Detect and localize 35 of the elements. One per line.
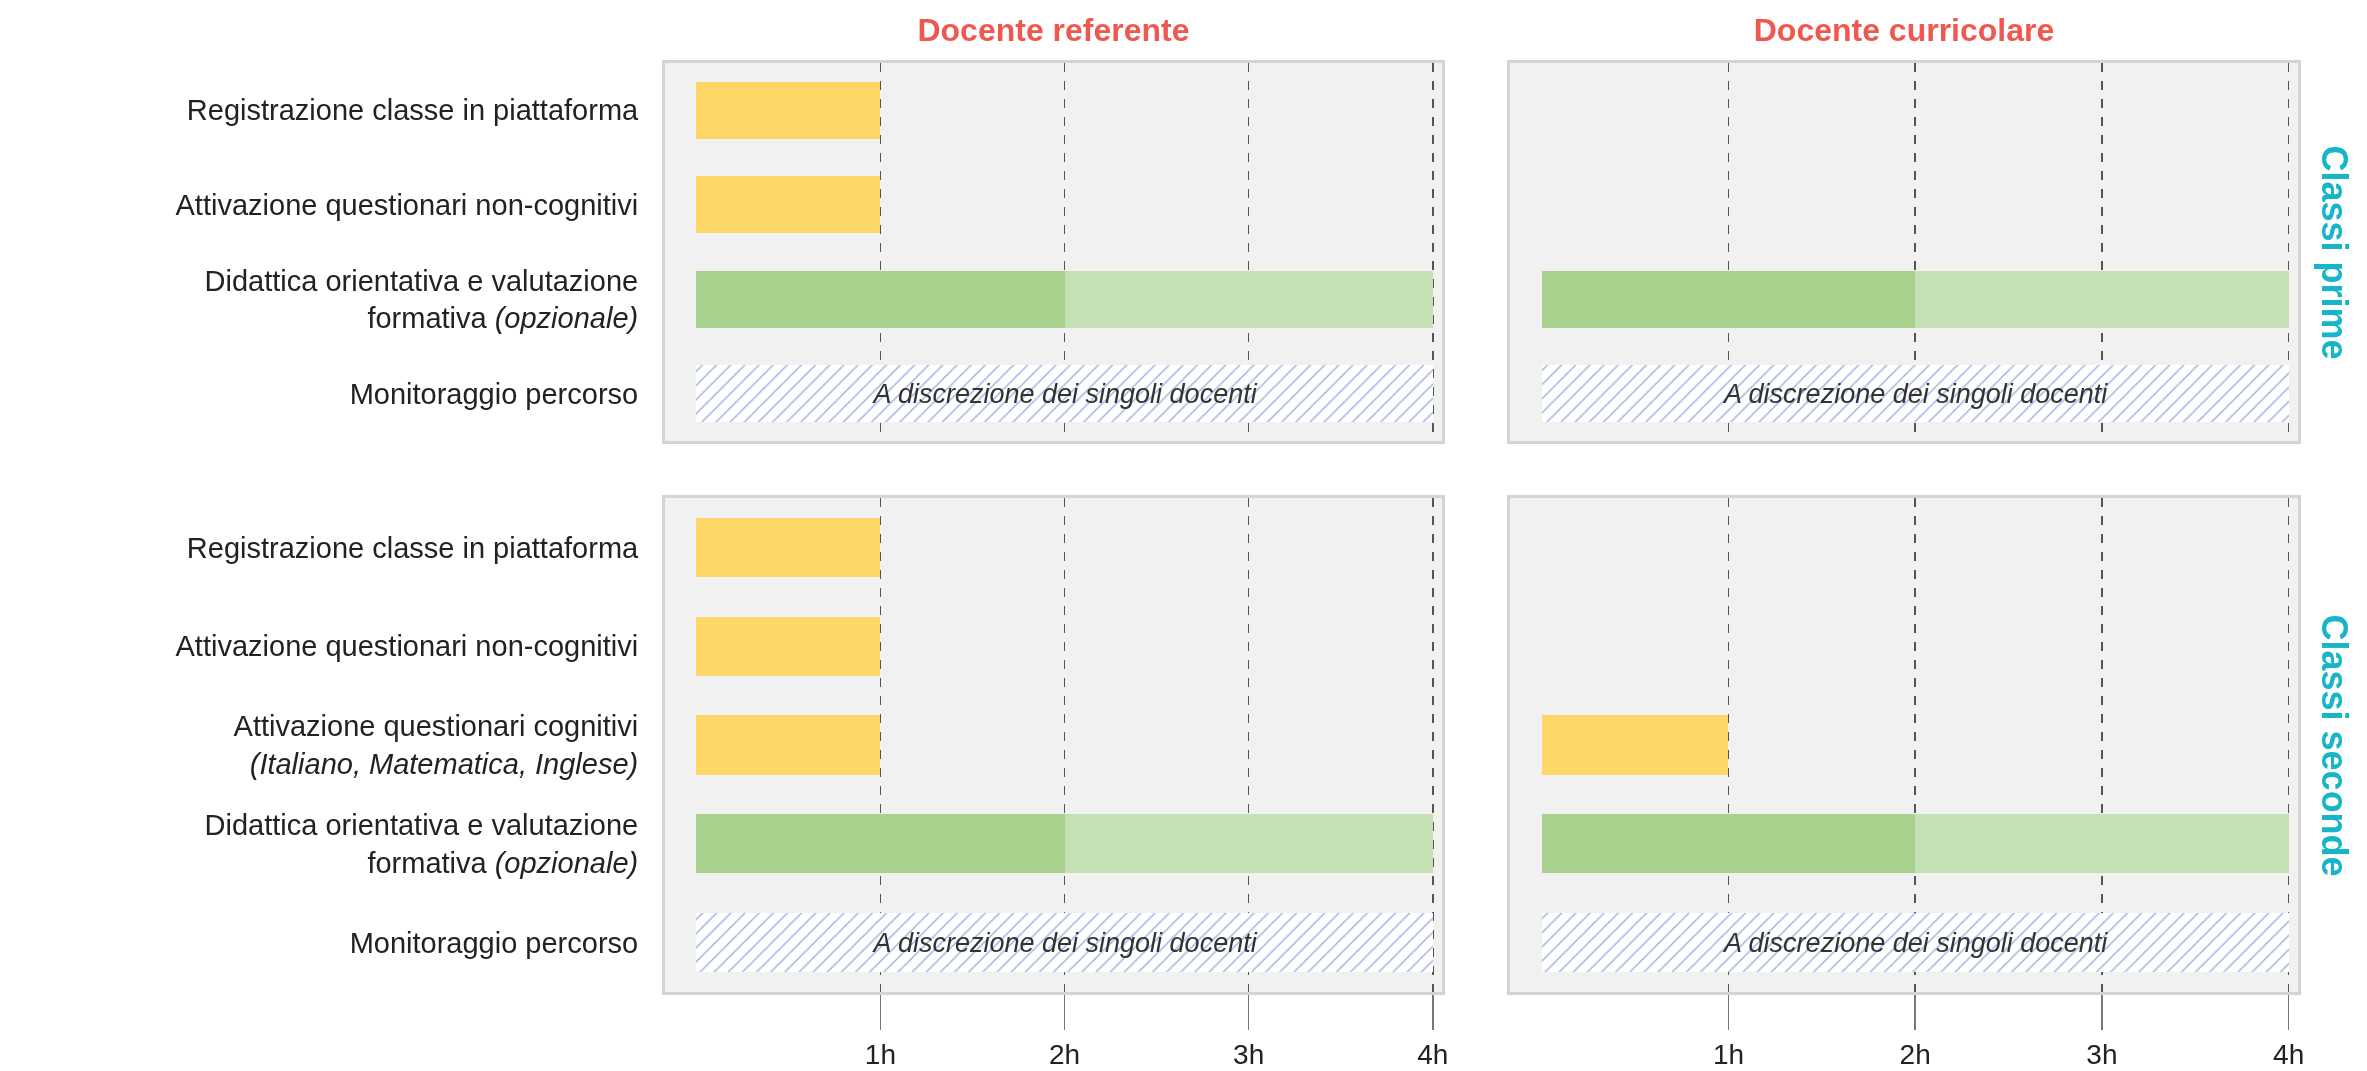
x-tick-label: 4h <box>2273 1038 2305 1070</box>
bar <box>696 517 881 578</box>
bar <box>1541 715 1729 775</box>
data-label: A discrezione dei singoli docenti <box>1722 378 2109 409</box>
y-tick-label: Attivazione questionari non-cognitivi <box>175 630 639 663</box>
x-tick-label: 3h <box>1233 1038 1265 1070</box>
y-tick-label: Monitoraggio percorso <box>349 926 639 959</box>
chart-title: Docente curricolare <box>1753 12 2055 49</box>
y-tick-label: Didattica orientativa e valutazione formativa (opzionale) <box>204 809 639 879</box>
y-tick-label: Registrazione classe in piattaforma <box>186 94 640 127</box>
x-tick-label: 3h <box>2086 1038 2118 1070</box>
y-tick-label: Attivazione questionari cognitivi (Italiano, Matematica, Inglese) <box>233 710 639 780</box>
y-tick-label: Registrazione classe in piattaforma <box>186 531 640 564</box>
data-label: A discrezione dei singoli docenti <box>871 378 1258 409</box>
bar <box>696 814 1065 874</box>
x-tick-label: 1h <box>864 1038 896 1070</box>
bar <box>696 912 1433 973</box>
bar <box>1541 814 1916 874</box>
bar <box>1541 912 2289 973</box>
bar <box>696 616 881 676</box>
text: Classi prime <box>2313 145 2355 360</box>
x-tick-label: 4h <box>1417 1038 1449 1070</box>
x-tick-label: 2h <box>1048 1038 1081 1070</box>
data-label: A discrezione dei singoli docenti <box>1722 927 2109 958</box>
y-tick-label: Didattica orientativa e valutazione formativa (opzionale) <box>204 264 639 335</box>
y-tick-label: Monitoraggio percorso <box>349 377 639 410</box>
bar <box>1064 814 1433 874</box>
x-tick-label: 1h <box>1712 1038 1745 1070</box>
text: Classi seconde <box>2313 614 2355 877</box>
y-tick-label: Attivazione questionari non-cognitivi <box>175 188 639 221</box>
x-tick-label: 2h <box>1899 1038 1931 1070</box>
chart-title: Docente referente <box>917 12 1190 49</box>
data-label: A discrezione dei singoli docenti <box>871 927 1258 958</box>
bar <box>1915 814 2289 874</box>
bar <box>696 715 881 775</box>
